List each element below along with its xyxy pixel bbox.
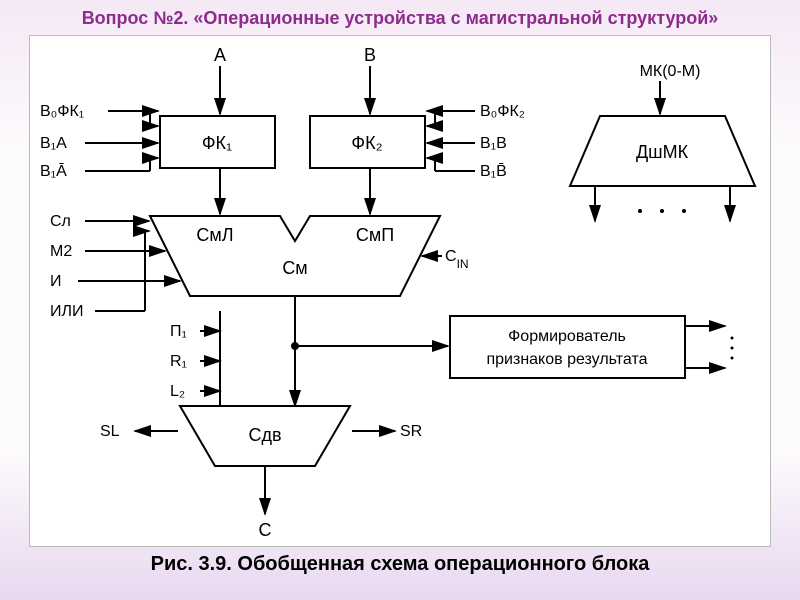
diagram-frame: A B ФК₁ ФК₂ B₀ФК₁ B₁A B₁Ā B₀ФК₂ B₁B B₁B̄… bbox=[29, 35, 771, 547]
label-fk2: ФК₂ bbox=[351, 133, 382, 153]
block-form bbox=[450, 316, 685, 378]
label-I: И bbox=[50, 273, 62, 290]
label-B1B: B₁B bbox=[480, 135, 507, 152]
label-B0FK2: B₀ФК₂ bbox=[480, 103, 525, 120]
label-CIN: CIN bbox=[445, 248, 469, 271]
label-B1A: B₁A bbox=[40, 135, 67, 152]
label-SL: SL bbox=[100, 423, 120, 440]
label-B1Bbar: B₁B̄ bbox=[480, 163, 507, 180]
label-sm: См bbox=[282, 258, 307, 278]
label-form-2: признаков результата bbox=[486, 351, 647, 368]
label-sml: СмЛ bbox=[196, 225, 233, 245]
label-ILI: ИЛИ bbox=[50, 303, 84, 320]
label-form-1: Формирователь bbox=[508, 328, 626, 345]
label-C: C bbox=[259, 520, 272, 540]
label-SR: SR bbox=[400, 423, 422, 440]
label-smp: СмП bbox=[356, 225, 394, 245]
label-Sl: Сл bbox=[50, 213, 71, 230]
label-A: A bbox=[214, 45, 226, 65]
label-fk1: ФК₁ bbox=[202, 133, 232, 153]
figure-caption: Рис. 3.9. Обобщенная схема операционного… bbox=[0, 547, 800, 576]
label-M2: M2 bbox=[50, 243, 72, 260]
label-sdv: Сдв bbox=[248, 425, 281, 445]
label-B1Abar: B₁Ā bbox=[40, 162, 67, 180]
label-L2: L₂ bbox=[170, 383, 185, 400]
label-dshmk: ДшМК bbox=[636, 142, 689, 162]
operational-block-diagram: A B ФК₁ ФК₂ B₀ФК₁ B₁A B₁Ā B₀ФК₂ B₁B B₁B̄… bbox=[30, 36, 770, 546]
page-title: Вопрос №2. «Операционные устройства с ма… bbox=[0, 0, 800, 35]
label-B: B bbox=[364, 45, 376, 65]
block-sm bbox=[150, 216, 440, 296]
label-P1: П₁ bbox=[170, 323, 187, 340]
label-B0FK1: B₀ФК₁ bbox=[40, 103, 84, 120]
label-R1: R₁ bbox=[170, 353, 187, 370]
label-MK: МК(0-М) bbox=[640, 63, 701, 80]
